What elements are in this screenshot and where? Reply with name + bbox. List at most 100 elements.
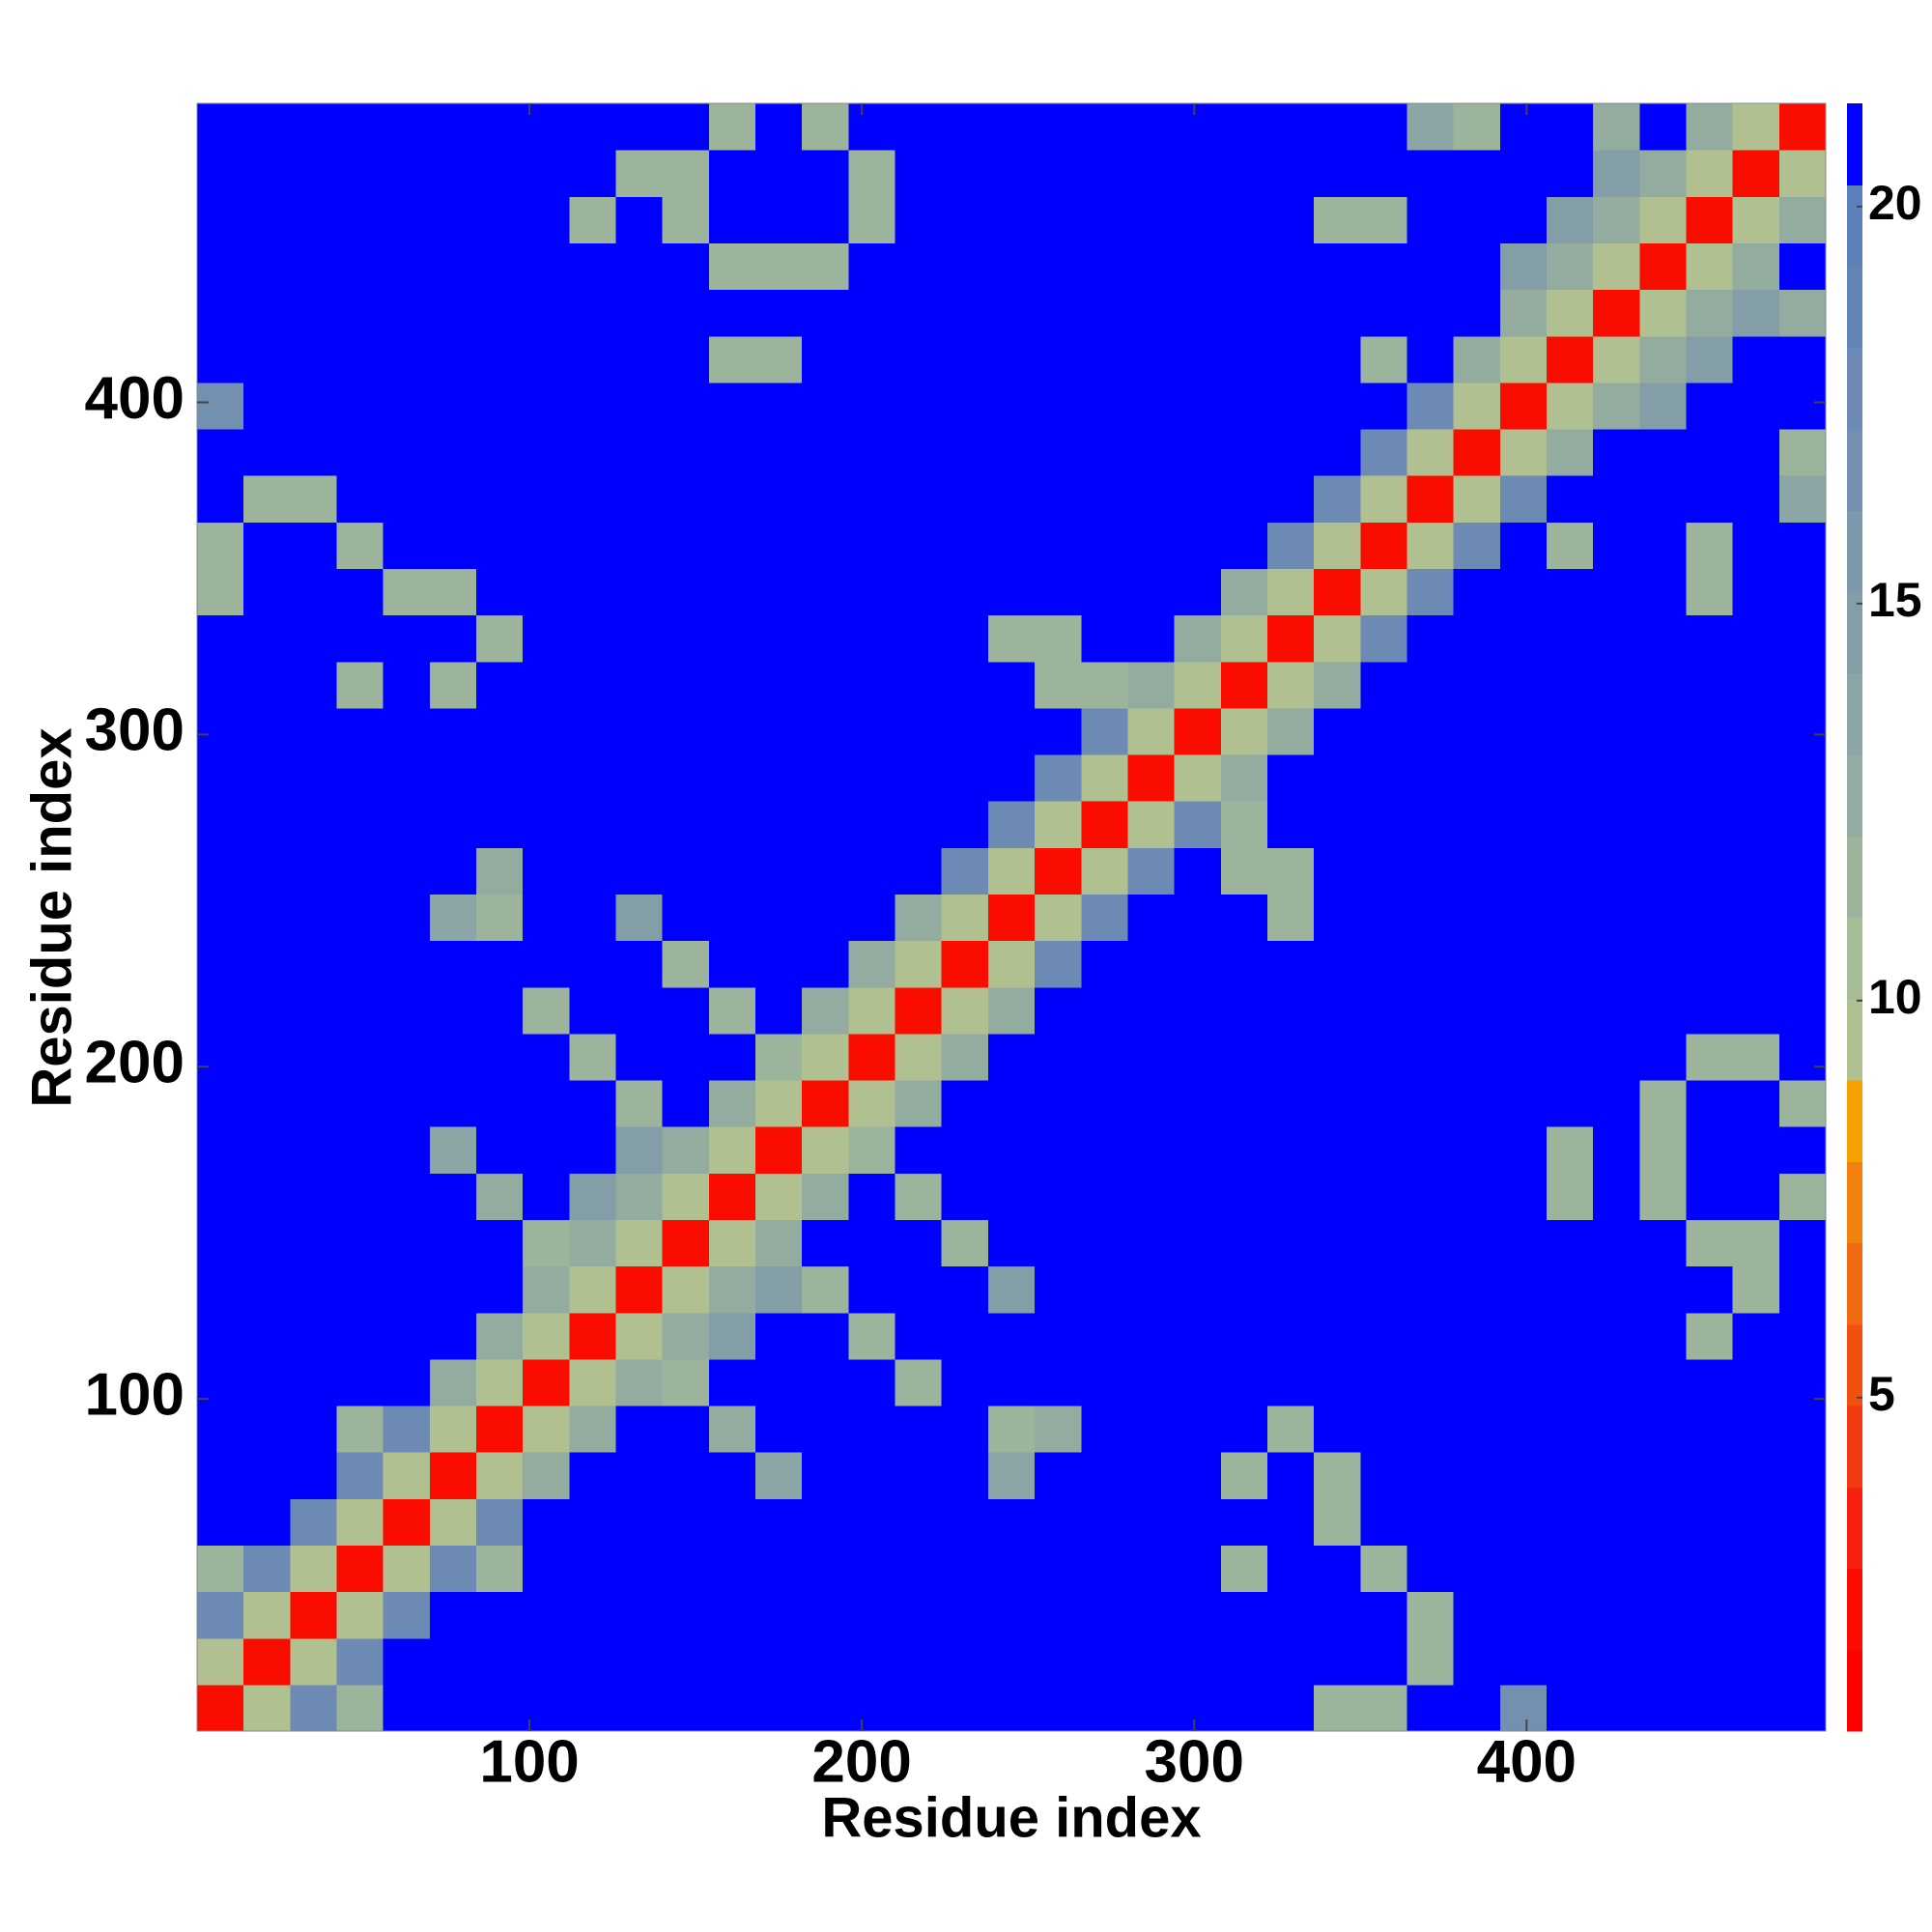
heatmap-cell [1499, 1637, 1548, 1686]
heatmap-cell [1360, 103, 1408, 151]
heatmap-cell [523, 1452, 570, 1499]
heatmap-cell [476, 1684, 524, 1732]
heatmap-cell [1686, 1080, 1734, 1127]
heatmap-cell [523, 1033, 570, 1081]
heatmap-cell [1593, 847, 1640, 895]
heatmap-cell [523, 1126, 570, 1174]
heatmap-cell [802, 568, 849, 616]
heatmap-cell [523, 1684, 570, 1732]
heatmap-cell [243, 1591, 291, 1639]
heatmap-cell [1035, 1312, 1082, 1360]
heatmap-cell [569, 847, 617, 895]
heatmap-cell [1593, 196, 1640, 244]
heatmap-cell [615, 382, 664, 430]
heatmap-cell [1593, 429, 1640, 476]
heatmap-cell [615, 661, 664, 709]
heatmap-cell [429, 522, 477, 570]
heatmap-cell [1360, 242, 1408, 291]
heatmap-cell [383, 1033, 431, 1081]
heatmap-cell [1686, 1498, 1734, 1547]
heatmap-cell [895, 754, 943, 802]
heatmap-cell [383, 103, 431, 151]
heatmap-cell [1266, 1033, 1315, 1081]
heatmap-cell [1314, 289, 1361, 337]
heatmap-cell [1174, 707, 1222, 755]
heatmap-cell [708, 150, 756, 197]
heatmap-cell [848, 1452, 896, 1499]
heatmap-cell [476, 335, 524, 384]
heatmap-cell [243, 1219, 291, 1267]
heatmap-cell [1127, 1219, 1176, 1267]
heatmap-cell [1593, 1219, 1640, 1267]
heatmap-cell [336, 1265, 384, 1314]
heatmap-cell [1546, 429, 1594, 476]
heatmap-cell [1499, 1173, 1548, 1221]
heatmap-cell [1546, 1173, 1594, 1221]
heatmap-cell [1453, 1637, 1501, 1686]
heatmap-cell [1081, 940, 1129, 988]
heatmap-cell [987, 429, 1036, 476]
heatmap-cell [569, 614, 617, 663]
heatmap-cell [197, 801, 244, 848]
heatmap-cell [895, 1312, 943, 1360]
heatmap-cell [895, 1033, 943, 1081]
heatmap-cell [802, 986, 849, 1035]
heatmap-cell [662, 754, 710, 802]
heatmap-cell [1174, 940, 1222, 988]
heatmap-cell [1546, 1033, 1594, 1081]
heatmap-cell [1546, 335, 1594, 384]
heatmap-cell [523, 196, 570, 244]
heatmap-cell [290, 940, 338, 988]
heatmap-cell [383, 1406, 431, 1453]
heatmap-cell [197, 475, 244, 523]
heatmap-cell [1035, 335, 1082, 384]
heatmap-cell [1686, 196, 1734, 244]
heatmap-cell [1081, 196, 1129, 244]
heatmap-cell [1127, 1126, 1176, 1174]
heatmap-cell [383, 1545, 431, 1593]
heatmap-cell [1686, 289, 1734, 337]
heatmap-cell [1314, 568, 1361, 616]
heatmap-cell [1406, 242, 1455, 291]
heatmap-cell [987, 1358, 1036, 1406]
heatmap-cell [1639, 335, 1688, 384]
heatmap-cell [1406, 335, 1455, 384]
heatmap-cell [941, 707, 989, 755]
heatmap-cell [1639, 1219, 1688, 1267]
heatmap-cell [1499, 1126, 1548, 1174]
heatmap-cell [429, 1219, 477, 1267]
heatmap-cell [1499, 196, 1548, 244]
heatmap-cell [1035, 894, 1082, 942]
heatmap-cell [1266, 1637, 1315, 1686]
heatmap-cell [1686, 335, 1734, 384]
heatmap-cell [1360, 754, 1408, 802]
heatmap-cell [1174, 847, 1222, 895]
heatmap-cell [1593, 986, 1640, 1035]
heatmap-cell [1453, 1219, 1501, 1267]
heatmap-cell [1220, 986, 1268, 1035]
heatmap-cell [615, 1498, 664, 1547]
heatmap-cell [941, 1312, 989, 1360]
colorbar-band [1847, 836, 1862, 918]
heatmap-cell [1035, 1033, 1082, 1081]
heatmap-cell [1686, 150, 1734, 197]
heatmap-cell [336, 1080, 384, 1127]
heatmap-cell [569, 940, 617, 988]
heatmap-cell [941, 1452, 989, 1499]
heatmap-cell [1593, 1545, 1640, 1593]
heatmap-cell [1127, 661, 1176, 709]
heatmap-cell [336, 1033, 384, 1081]
heatmap-cell [429, 1033, 477, 1081]
heatmap-cell [895, 335, 943, 384]
heatmap-cell [1360, 1406, 1408, 1453]
heatmap-cell [615, 754, 664, 802]
heatmap-cell [1314, 335, 1361, 384]
heatmap-cell [1174, 1080, 1222, 1127]
heatmap-cell [569, 1684, 617, 1732]
heatmap-cell [336, 1498, 384, 1547]
heatmap-cell [1220, 568, 1268, 616]
heatmap-cell [290, 1312, 338, 1360]
heatmap-cell [987, 382, 1036, 430]
heatmap-cell [987, 986, 1036, 1035]
